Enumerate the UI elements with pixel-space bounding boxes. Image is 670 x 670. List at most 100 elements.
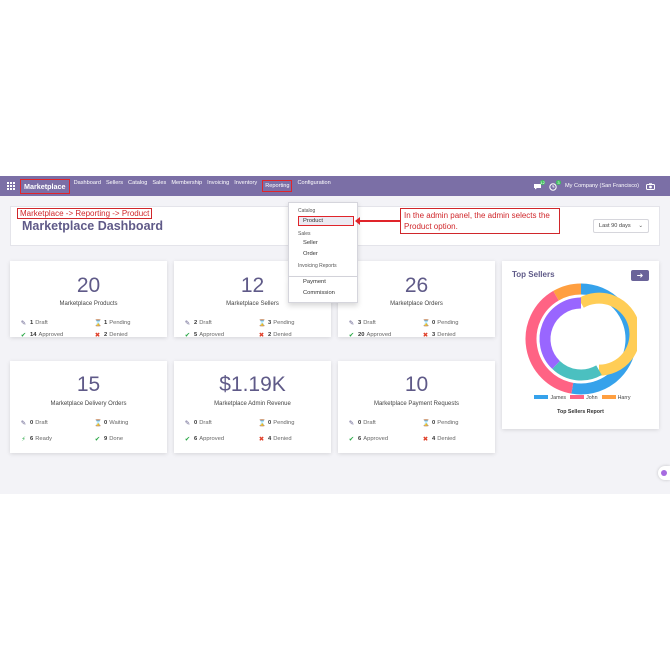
stat-denied[interactable]: ✖ 4 Denied — [422, 436, 456, 443]
menu-configuration[interactable]: Configuration — [297, 180, 331, 186]
menu-inventory[interactable]: Inventory — [234, 180, 258, 186]
stat-approved[interactable]: ✔ 14 Approved — [20, 332, 64, 339]
dropdown-item-order[interactable]: Order — [303, 251, 318, 257]
hourglass-icon: ⌛ — [422, 420, 431, 427]
edit-icon: ✎ — [348, 420, 355, 427]
menu-sellers[interactable]: Sellers — [105, 180, 124, 186]
card-value: 10 — [404, 373, 429, 396]
menu-sales[interactable]: Sales — [152, 180, 167, 186]
card-label: Marketplace Payment Requests — [373, 401, 460, 407]
stat-denied[interactable]: ✖ 3 Denied — [422, 332, 456, 339]
stat-pending[interactable]: ⌛ 0 Pending — [258, 420, 295, 427]
stat-pending[interactable]: ⌛ 3 Pending — [258, 320, 295, 327]
edit-icon: ✎ — [348, 320, 355, 327]
check-circle-icon: ✔ — [348, 436, 355, 443]
stat-pending[interactable]: ⌛ 0 Pending — [422, 420, 459, 427]
stat-approved[interactable]: ✔ 6 Approved — [184, 436, 225, 443]
stat-denied[interactable]: ✖ 4 Denied — [258, 436, 292, 443]
times-circle-icon: ✖ — [422, 436, 429, 443]
apps-grid-icon[interactable] — [7, 182, 15, 190]
stat-draft[interactable]: ✎ 0 Draft — [184, 420, 212, 427]
live-chat-icon[interactable] — [658, 466, 670, 480]
legend-swatch-harry — [601, 395, 616, 399]
stat-approved[interactable]: ✔ 20 Approved — [348, 332, 392, 339]
stat-approved[interactable]: ✔ 6 Approved — [348, 436, 389, 443]
dropdown-item-commission[interactable]: Commission — [303, 290, 335, 296]
card-value: 12 — [240, 274, 265, 297]
menu-invoicing[interactable]: Invoicing — [207, 180, 230, 186]
stat-done[interactable]: ✔ 9 Done — [94, 436, 124, 443]
stat-ready[interactable]: ⚡ 6 Ready — [21, 436, 52, 443]
dropdown-section-sales: Sales — [298, 231, 311, 237]
stat-draft[interactable]: ✎ 3 Draft — [348, 320, 376, 327]
reporting-dropdown-lower: Payment Commission — [288, 277, 358, 303]
edit-icon: ✎ — [20, 420, 27, 427]
legend-swatch-john — [570, 395, 585, 399]
stat-waiting[interactable]: ⌛ 0 Waiting — [94, 420, 129, 427]
card-delivery-orders[interactable]: 15 Marketplace Delivery Orders ✎ 0 Draft ⌛… — [10, 361, 167, 453]
chat-count-badge: 12 — [540, 179, 546, 185]
times-circle-icon: ✖ — [258, 436, 265, 443]
dropdown-section-invoicing: Invoicing Reports — [298, 263, 337, 269]
card-payment-requests[interactable]: 10 Marketplace Payment Requests ✎ 0 Draft … — [338, 361, 495, 453]
card-label: Marketplace Delivery Orders — [50, 401, 127, 407]
chat-icon[interactable]: 12 — [533, 179, 546, 190]
hourglass-icon: ⌛ — [94, 420, 103, 427]
menu-catalog[interactable]: Catalog — [128, 180, 148, 186]
check-circle-icon: ✔ — [184, 436, 191, 443]
card-admin-revenue[interactable]: $1.19K Marketplace Admin Revenue ✎ 0 Draft… — [174, 361, 331, 453]
hourglass-icon: ⌛ — [258, 320, 267, 327]
check-circle-icon: ✔ — [184, 332, 191, 339]
stat-draft[interactable]: ✎ 0 Draft — [348, 420, 376, 427]
donut-outer-harry — [553, 283, 582, 301]
card-label: Marketplace Admin Revenue — [214, 401, 291, 407]
card-value: $1.19K — [219, 373, 286, 396]
stat-approved[interactable]: ✔ 5 Approved — [184, 332, 225, 339]
top-sellers-donut — [525, 283, 637, 395]
bolt-icon: ⚡ — [21, 436, 26, 443]
card-value: 26 — [404, 274, 429, 297]
times-circle-icon: ✖ — [258, 332, 265, 339]
donut-inner-3 — [539, 297, 582, 369]
dropdown-item-payment[interactable]: Payment — [303, 279, 326, 285]
card-products[interactable]: 20 Marketplace Products ✎ 1 Draft ⌛ 1 Pendin… — [10, 261, 167, 339]
card-label: Marketplace Orders — [390, 301, 443, 307]
brand-marketplace[interactable]: Marketplace — [20, 178, 70, 194]
edit-icon: ✎ — [20, 320, 27, 327]
annotation-arrow — [355, 217, 400, 225]
main-menu: Dashboard Sellers Catalog Sales Membersh… — [74, 180, 336, 192]
stat-denied[interactable]: ✖ 2 Denied — [258, 332, 292, 339]
times-circle-icon: ✖ — [94, 332, 101, 339]
company-switcher[interactable]: My Company (San Francisco) — [565, 183, 639, 189]
stat-draft[interactable]: ✎ 2 Draft — [184, 320, 212, 327]
arrow-right-icon[interactable]: ➜ — [631, 270, 649, 281]
activity-clock-icon[interactable]: 3 — [549, 179, 562, 191]
menu-dashboard[interactable]: Dashboard — [73, 180, 101, 186]
dropdown-item-seller[interactable]: Seller — [303, 240, 318, 246]
stat-draft[interactable]: ✎ 0 Draft — [20, 420, 48, 427]
stat-pending[interactable]: ⌛ 0 Pending — [422, 320, 459, 327]
donut-outer-john — [525, 290, 574, 394]
menu-membership[interactable]: Membership — [171, 180, 203, 186]
dropdown-section-catalog: Catalog — [298, 208, 316, 214]
stat-pending[interactable]: ⌛ 1 Pending — [94, 320, 131, 327]
period-value: Last 90 days — [599, 223, 631, 229]
camera-icon[interactable] — [646, 182, 655, 190]
page-title: Marketplace Dashboard — [22, 219, 164, 233]
dropdown-item-product[interactable]: Product — [298, 216, 354, 226]
card-orders[interactable]: 26 Marketplace Orders ✎ 3 Draft ⌛ 0 Pending … — [338, 261, 495, 339]
legend-james: James — [550, 395, 567, 401]
activity-count-badge: 3 — [556, 179, 562, 185]
reporting-dropdown: Catalog Product Sales Seller Order Invoi… — [288, 202, 358, 277]
card-value: 20 — [76, 274, 101, 297]
period-select[interactable]: Last 90 days ⌄ — [593, 219, 649, 233]
hourglass-icon: ⌛ — [94, 320, 103, 327]
menu-reporting[interactable]: Reporting — [262, 180, 293, 192]
chevron-down-icon: ⌄ — [638, 223, 643, 229]
stat-denied[interactable]: ✖ 2 Denied — [94, 332, 128, 339]
breadcrumb-annotation: Marketplace -> Reporting -> Product — [17, 208, 153, 219]
edit-icon: ✎ — [184, 420, 191, 427]
edit-icon: ✎ — [184, 320, 191, 327]
legend-john: John — [586, 395, 598, 401]
stat-draft[interactable]: ✎ 1 Draft — [20, 320, 48, 327]
